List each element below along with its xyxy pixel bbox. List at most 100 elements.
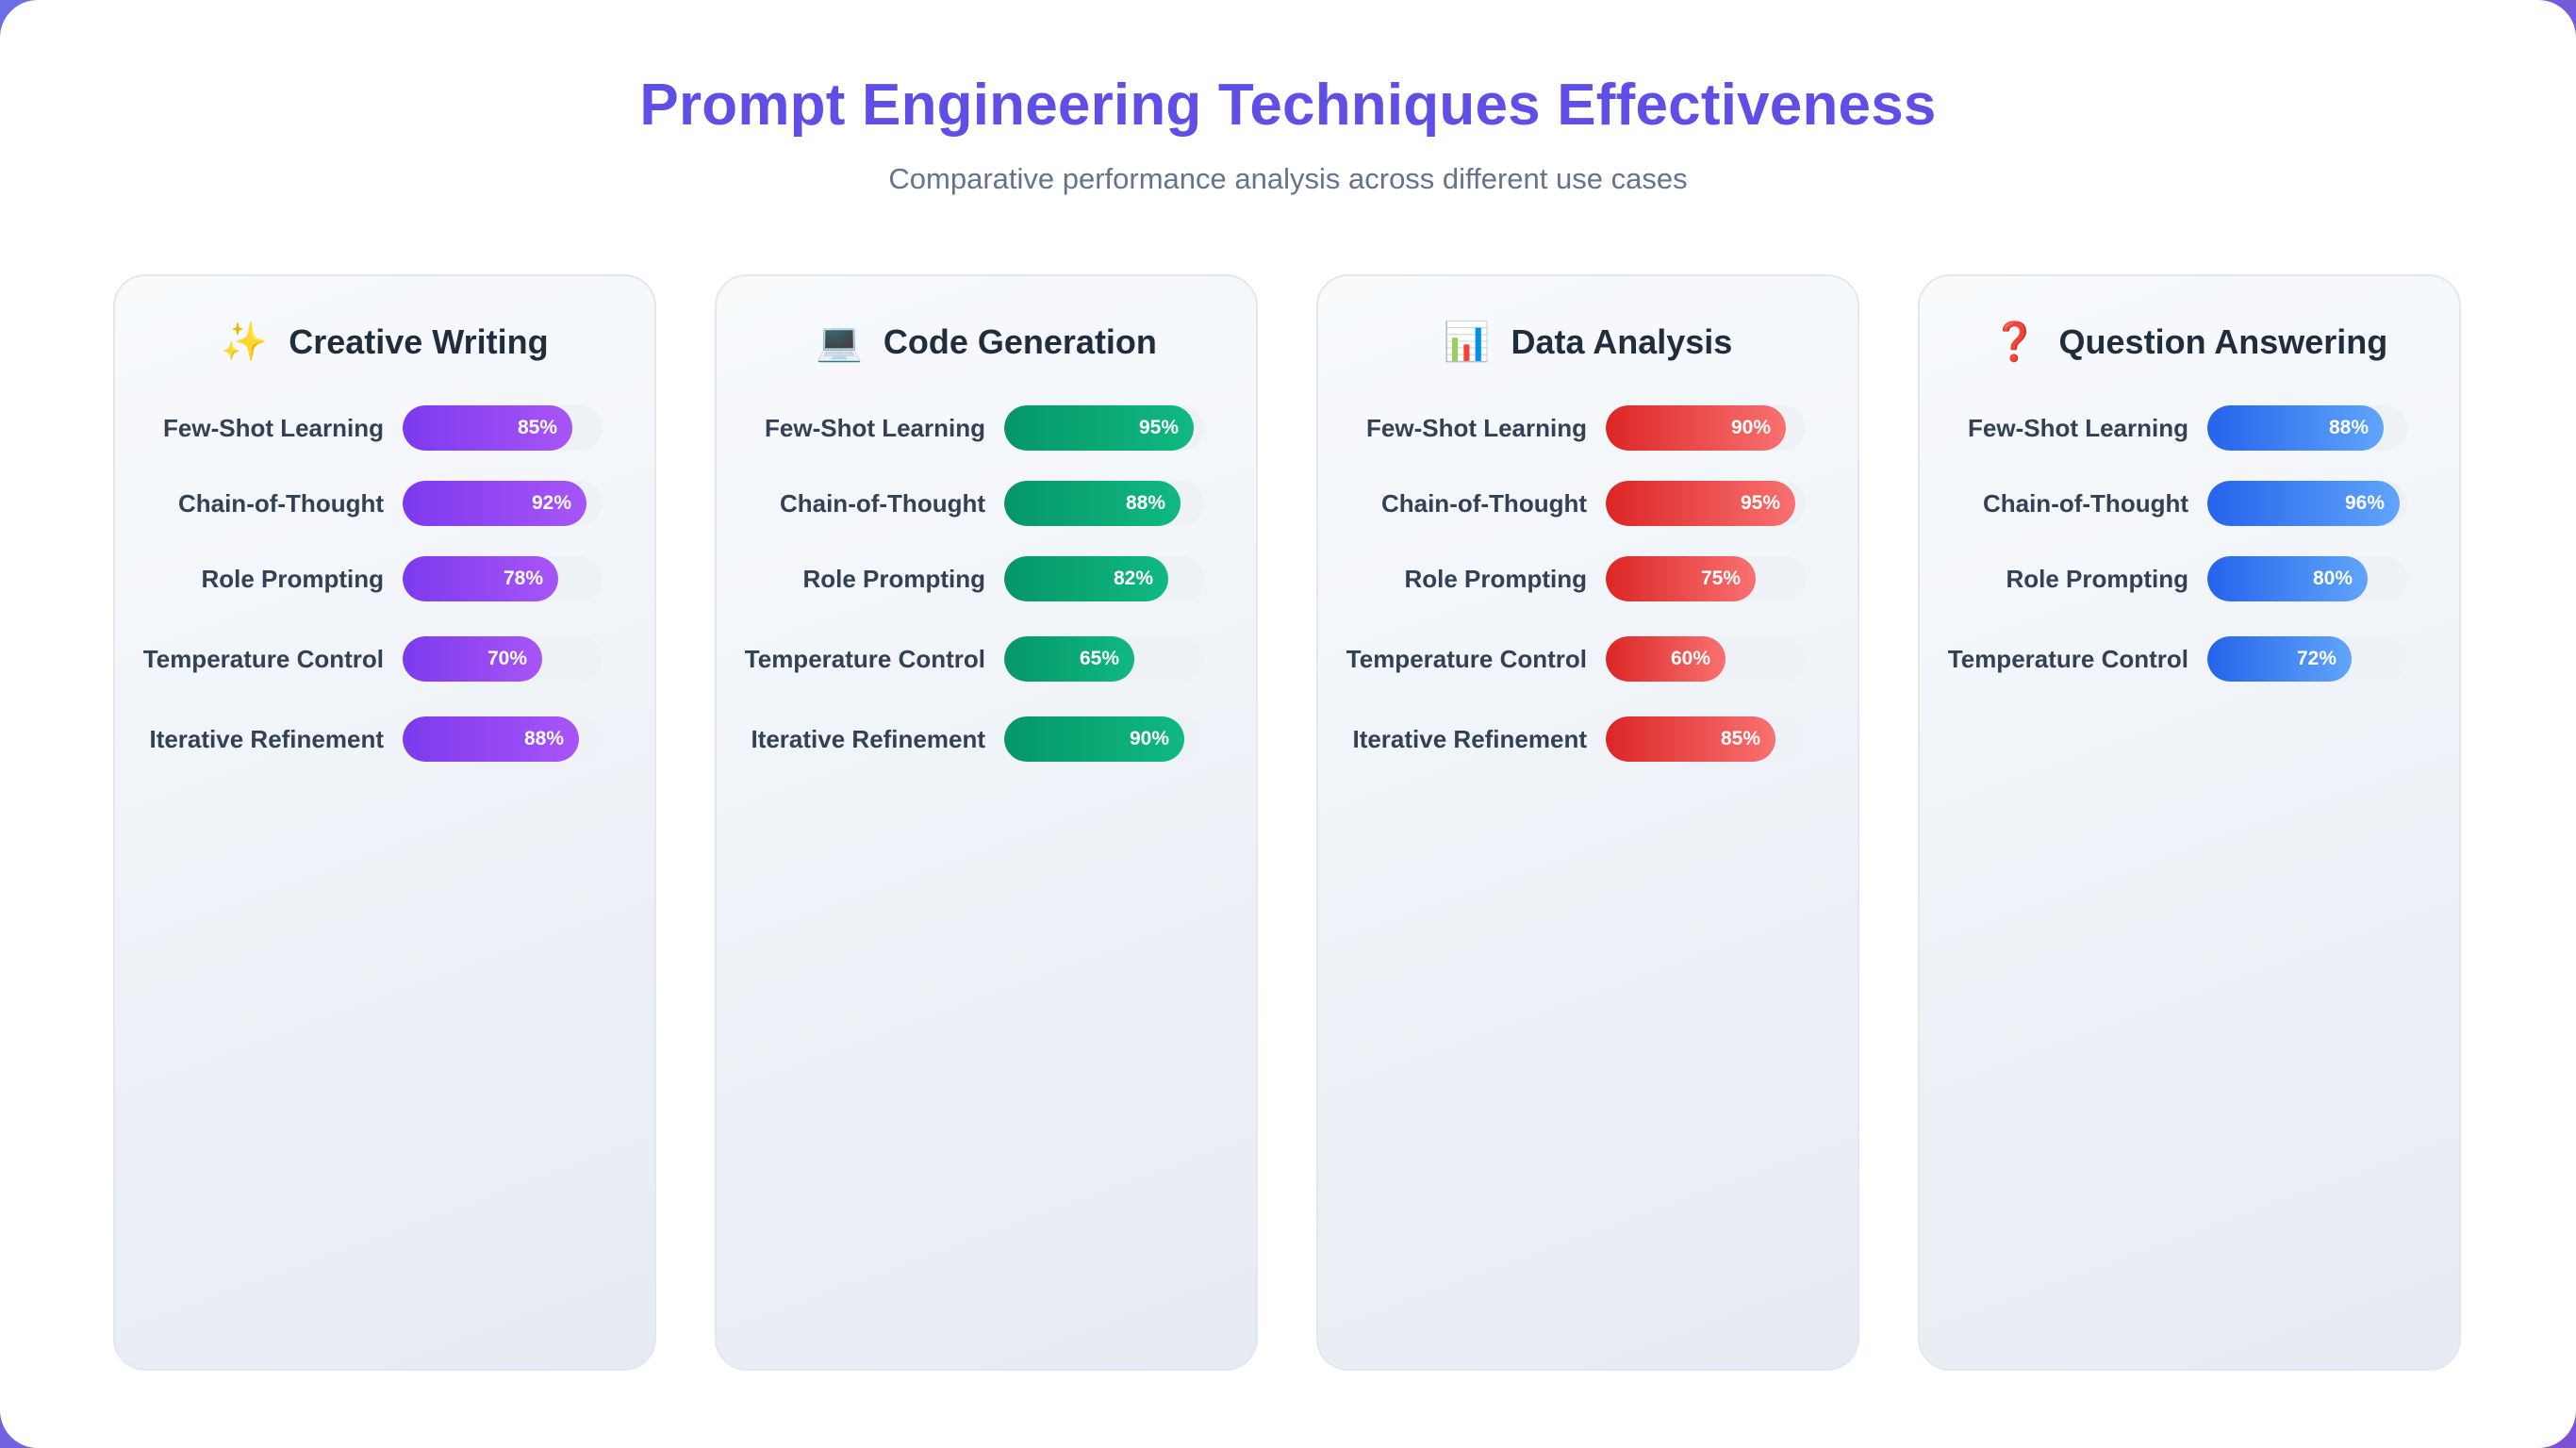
category-label: Few-Shot Learning <box>765 414 985 442</box>
bar-track: 80% <box>2207 556 2407 601</box>
panel-title: Question Answering <box>2058 322 2388 361</box>
bar: 88% <box>2207 405 2384 451</box>
category-label: Iterative Refinement <box>149 725 384 753</box>
bar: 95% <box>1004 405 1194 451</box>
bar-row: Role Prompting 80% <box>1920 554 2459 603</box>
data-label: 90% <box>1129 728 1169 749</box>
bar: 88% <box>403 716 579 762</box>
bar-track: 88% <box>403 716 603 762</box>
bar: 70% <box>403 636 542 682</box>
page-subtitle: Comparative performance analysis across … <box>888 162 1688 195</box>
bar-row: Role Prompting 75% <box>1318 554 1858 603</box>
data-label: 85% <box>1720 728 1760 749</box>
bar-row: Chain-of-Thought 96% <box>1920 479 2459 528</box>
data-label: 88% <box>1125 492 1165 514</box>
category-label: Role Prompting <box>802 565 985 593</box>
bar: 85% <box>403 405 572 451</box>
bar-track: 90% <box>1606 405 1806 451</box>
page-title: Prompt Engineering Techniques Effectiven… <box>639 73 1937 138</box>
bar: 90% <box>1606 405 1786 451</box>
panel-header: 📊 Data Analysis <box>1318 319 1858 366</box>
bar: 90% <box>1004 716 1184 762</box>
bar: 96% <box>2207 481 2400 526</box>
bar-row: Temperature Control 65% <box>717 634 1256 683</box>
bar: 60% <box>1606 636 1726 682</box>
data-label: 75% <box>1700 568 1741 589</box>
data-label: 85% <box>517 417 557 438</box>
panel-header: ✨ Creative Writing <box>115 319 654 366</box>
bar: 72% <box>2207 636 2352 682</box>
bar-row: Chain-of-Thought 92% <box>115 479 654 528</box>
data-label: 70% <box>487 648 527 669</box>
question-mark-icon: ❓ <box>1990 321 2039 363</box>
bar-row: Chain-of-Thought 88% <box>717 479 1256 528</box>
bar-row: Role Prompting 78% <box>115 554 654 603</box>
bar-row: Few-Shot Learning 95% <box>717 403 1256 452</box>
bar-row: Few-Shot Learning 85% <box>115 403 654 452</box>
bar-track: 96% <box>2207 481 2407 526</box>
category-label: Temperature Control <box>1346 645 1587 673</box>
category-label: Temperature Control <box>1947 645 2188 673</box>
data-label: 78% <box>503 568 543 589</box>
data-label: 90% <box>1730 417 1771 438</box>
panel-creative-writing: ✨ Creative Writing Few-Shot Learning 85% Cha… <box>113 274 656 1371</box>
category-label: Few-Shot Learning <box>163 414 384 442</box>
data-label: 65% <box>1079 648 1119 669</box>
bar-row: Few-Shot Learning 90% <box>1318 403 1858 452</box>
bar: 78% <box>403 556 558 601</box>
bar: 82% <box>1004 556 1168 601</box>
bar-row: Iterative Refinement 88% <box>115 715 654 764</box>
bar-track: 75% <box>1606 556 1806 601</box>
bar-track: 95% <box>1004 405 1204 451</box>
bar-track: 78% <box>403 556 603 601</box>
bar-track: 60% <box>1606 636 1806 682</box>
data-label: 92% <box>531 492 571 514</box>
panel-code-generation: 💻 Code Generation Few-Shot Learning 95% Chai… <box>715 274 1258 1371</box>
bar-track: 88% <box>1004 481 1204 526</box>
sparkles-icon: ✨ <box>221 321 269 363</box>
category-label: Few-Shot Learning <box>1968 414 2188 442</box>
bar-row: Iterative Refinement 85% <box>1318 715 1858 764</box>
bar-track: 92% <box>403 481 603 526</box>
bar-track: 95% <box>1606 481 1806 526</box>
data-label: 60% <box>1670 648 1710 669</box>
bar: 95% <box>1606 481 1795 526</box>
bar: 85% <box>1606 716 1775 762</box>
data-label: 88% <box>2328 417 2369 438</box>
category-label: Iterative Refinement <box>751 725 985 753</box>
panel-data-analysis: 📊 Data Analysis Few-Shot Learning 90% Chain-… <box>1316 274 1859 1371</box>
bar-row: Iterative Refinement 90% <box>717 715 1256 764</box>
category-label: Role Prompting <box>1404 565 1587 593</box>
bar-chart-icon: 📊 <box>1443 321 1491 363</box>
category-label: Chain-of-Thought <box>779 489 985 518</box>
data-label: 96% <box>2344 492 2385 514</box>
bar-row: Role Prompting 82% <box>717 554 1256 603</box>
laptop-icon: 💻 <box>816 321 863 363</box>
data-label: 95% <box>1138 417 1179 438</box>
category-label: Temperature Control <box>744 645 985 673</box>
category-label: Role Prompting <box>2006 565 2188 593</box>
panel-question-answering: ❓ Question Answering Few-Shot Learning 88% C… <box>1918 274 2461 1371</box>
bar: 92% <box>403 481 586 526</box>
bar-row: Temperature Control 70% <box>115 634 654 683</box>
category-label: Role Prompting <box>201 565 384 593</box>
category-label: Few-Shot Learning <box>1366 414 1587 442</box>
bar-row: Temperature Control 60% <box>1318 634 1858 683</box>
bar-track: 88% <box>2207 405 2407 451</box>
bar: 75% <box>1606 556 1756 601</box>
panel-title: Code Generation <box>883 322 1157 361</box>
bar: 65% <box>1004 636 1134 682</box>
bar-track: 85% <box>403 405 603 451</box>
bar-row: Chain-of-Thought 95% <box>1318 479 1858 528</box>
category-label: Chain-of-Thought <box>177 489 384 518</box>
category-label: Temperature Control <box>142 645 384 673</box>
data-label: 95% <box>1740 492 1780 514</box>
bar-track: 70% <box>403 636 603 682</box>
bar: 88% <box>1004 481 1181 526</box>
data-label: 88% <box>523 728 564 749</box>
category-label: Chain-of-Thought <box>1982 489 2188 518</box>
panel-title: Creative Writing <box>289 322 549 361</box>
bar-row: Few-Shot Learning 88% <box>1920 403 2459 452</box>
panel-title: Data Analysis <box>1511 322 1733 361</box>
